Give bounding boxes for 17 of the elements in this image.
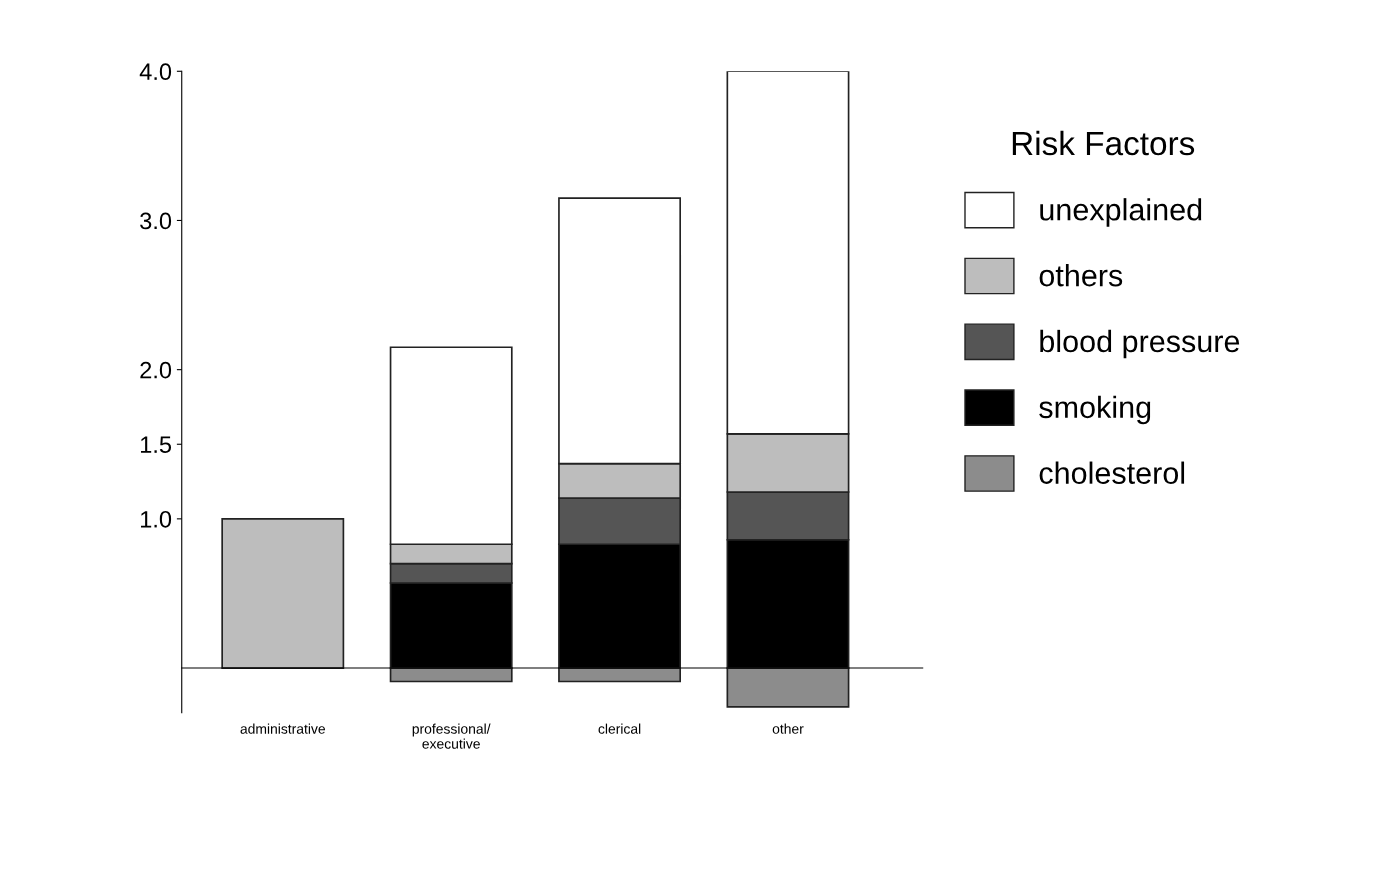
x-tick-label: professional/ executive	[412, 723, 491, 749]
legend-label: smoking	[1039, 395, 1151, 425]
y-tick-label: 2.0	[140, 361, 172, 379]
y-tick-label: 3.0	[140, 212, 172, 230]
legend-label: unexplained	[1040, 198, 1202, 227]
legend-label: cholesterol	[1039, 461, 1185, 484]
x-tick-label: administrative	[240, 723, 325, 734]
y-tick-label: 4.0	[139, 63, 172, 81]
y-tick-label: 1.0	[141, 510, 172, 528]
y-tick-label: 1.5	[141, 436, 172, 454]
bar	[221, 518, 345, 669]
x-tick-label: clerical	[598, 723, 641, 734]
bar	[726, 667, 850, 708]
legend-label: others	[1039, 263, 1123, 287]
legend-label: blood pressure	[1040, 329, 1240, 359]
x-tick-label: other	[772, 723, 804, 734]
legend-title: Risk Factors	[1012, 130, 1195, 156]
